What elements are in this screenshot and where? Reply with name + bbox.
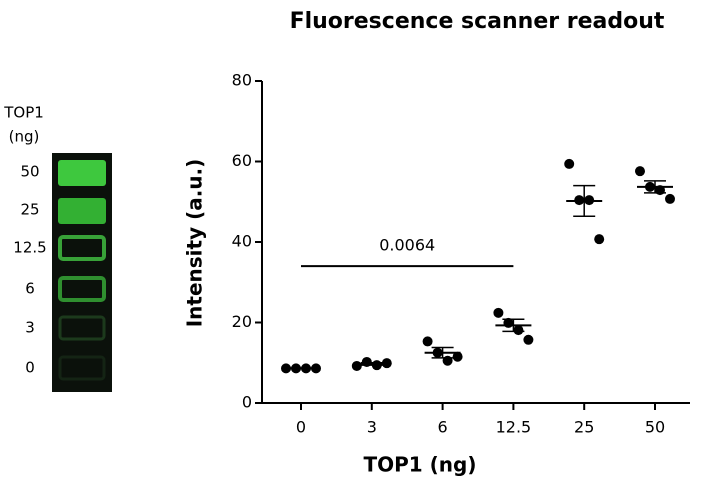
chart-title: Fluorescence scanner readout: [290, 9, 665, 34]
data-point: [635, 166, 645, 177]
y-tick-label: 60: [232, 151, 252, 170]
x-axis-title: TOP1 (ng): [363, 453, 476, 477]
x-tick-label: 50: [645, 418, 665, 437]
data-point: [574, 195, 585, 206]
data-point: [452, 351, 463, 362]
data-point: [281, 363, 291, 374]
y-tick-label: 0: [242, 393, 252, 412]
data-point: [381, 358, 392, 369]
lane-label: 0: [25, 359, 35, 377]
blot-background: [52, 153, 112, 392]
blot-band: [58, 160, 106, 186]
y-tick-label: 40: [232, 232, 252, 251]
data-point: [291, 363, 301, 374]
data-point: [503, 317, 514, 328]
y-axis-title: Intensity (a.u.): [183, 159, 207, 328]
data-point: [655, 185, 665, 196]
lane-label: 3: [25, 319, 35, 337]
blot-label: (ng): [9, 128, 40, 146]
data-point: [432, 347, 443, 358]
data-point: [371, 360, 382, 371]
x-tick-label: 3: [367, 418, 377, 437]
data-point: [523, 334, 534, 345]
data-point: [442, 355, 453, 366]
data-point: [564, 158, 575, 169]
blot-image: [52, 153, 112, 392]
blot-band: [58, 198, 106, 224]
blot-band: [58, 355, 106, 381]
y-tick-label: 80: [232, 71, 252, 90]
data-point: [422, 336, 433, 347]
blot-band: [58, 235, 106, 261]
data-point: [311, 363, 321, 374]
blot-label: TOP1: [3, 104, 44, 122]
x-tick-label: 0: [296, 418, 306, 437]
lane-label: 12.5: [13, 239, 46, 257]
data-point: [594, 234, 605, 245]
data-point: [493, 307, 504, 318]
y-tick-label: 20: [232, 312, 252, 331]
blot-band: [58, 315, 106, 341]
data-point: [645, 181, 655, 192]
data-point: [351, 360, 362, 371]
data-point: [665, 193, 675, 204]
data-point: [301, 363, 311, 374]
significance-label: 0.0064: [379, 236, 435, 255]
lane-label: 50: [20, 163, 39, 181]
data-point: [361, 356, 372, 367]
data-point: [584, 195, 595, 206]
x-tick-label: 6: [438, 418, 448, 437]
lane-label: 25: [20, 201, 39, 219]
blot-band: [58, 276, 106, 302]
lane-label: 6: [25, 280, 35, 298]
data-point: [513, 325, 524, 336]
x-tick-label: 12.5: [496, 418, 532, 437]
x-tick-label: 25: [574, 418, 594, 437]
